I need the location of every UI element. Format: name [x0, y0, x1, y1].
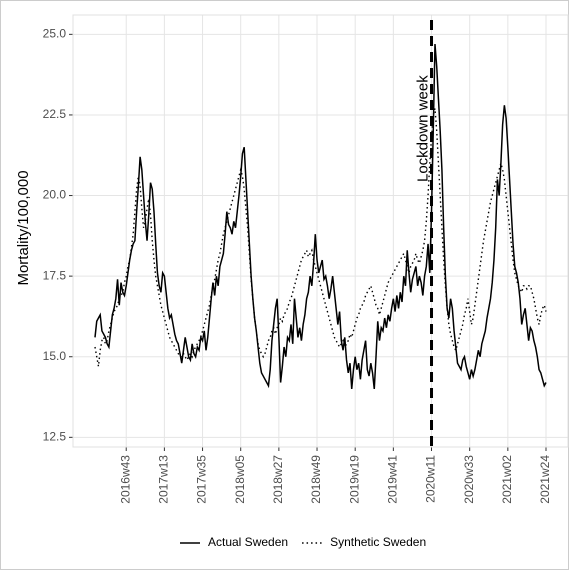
legend-label: Actual Sweden: [208, 535, 288, 549]
y-tick-label: 22.5: [43, 107, 67, 121]
annotation-text: Lockdown week: [414, 75, 431, 182]
x-tick-label: 2021w02: [500, 455, 514, 504]
x-tick-label: 2020w11: [424, 455, 438, 503]
legend-label: Synthetic Sweden: [330, 535, 426, 549]
x-tick-label: 2019w19: [347, 455, 361, 504]
panel-border: [72, 14, 569, 448]
y-tick-label: 20.0: [43, 188, 67, 202]
y-tick-label: 17.5: [43, 268, 67, 282]
x-tick-label: 2018w27: [271, 455, 285, 504]
series-line: [94, 108, 547, 367]
y-tick-label: 12.5: [43, 430, 67, 444]
y-tick-label: 25.0: [43, 27, 67, 41]
series-line: [94, 43, 547, 390]
x-tick-label: 2018w05: [233, 455, 247, 504]
x-tick-label: 2017w35: [195, 455, 209, 504]
x-tick-label: 2016w43: [118, 455, 132, 504]
x-tick-label: 2020w33: [462, 455, 476, 504]
x-tick-label: 2017w13: [157, 455, 171, 504]
x-tick-label: 2021w24: [538, 455, 552, 504]
y-tick-label: 15.0: [43, 349, 67, 363]
y-axis-label: Mortality/100,000: [15, 170, 32, 285]
x-tick-label: 2019w41: [386, 455, 400, 504]
x-tick-label: 2018w49: [309, 455, 323, 504]
